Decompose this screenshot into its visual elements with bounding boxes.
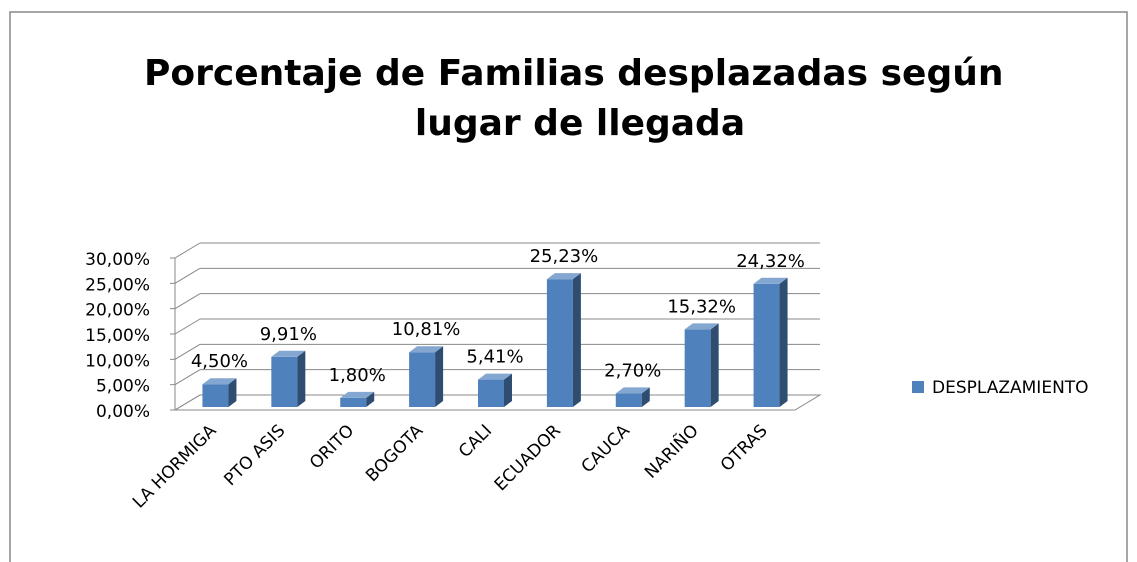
bar-front (202, 384, 229, 407)
bar-side (366, 391, 375, 407)
data-label: 2,70% (604, 360, 661, 381)
y-tick-label: 10,00% (85, 351, 150, 371)
data-label: 25,23% (530, 246, 599, 267)
x-tick-label: OTRAS (717, 421, 772, 476)
chart-frame (9, 11, 1128, 562)
bar (546, 273, 581, 407)
y-tick-label: 0,00% (96, 402, 150, 422)
bar-top (271, 350, 306, 357)
bar-front (684, 329, 711, 407)
bar (684, 323, 719, 407)
bar-side (710, 323, 719, 407)
bar (753, 277, 788, 407)
y-tick-label: 30,00% (85, 250, 150, 270)
legend-swatch (912, 381, 924, 393)
legend-label: DESPLAZAMIENTO (932, 378, 1089, 398)
bar (478, 373, 512, 407)
data-label: 5,41% (466, 347, 523, 368)
title-line: lugar de llegada (415, 103, 745, 144)
y-tick-label: 5,00% (96, 377, 150, 397)
grid-line (174, 318, 201, 335)
bar-top (753, 277, 788, 284)
grid-line (174, 394, 201, 411)
x-tick-label: NARIÑO (640, 420, 703, 483)
y-tick-label: 20,00% (85, 301, 150, 321)
grid-line (174, 267, 201, 284)
bar-side (228, 378, 237, 407)
data-label: 9,91% (260, 324, 317, 345)
grid-line (174, 343, 201, 360)
bar-side (641, 387, 650, 407)
bar-top (202, 378, 237, 385)
data-label: 10,81% (392, 319, 461, 340)
x-tick-label: ORITO (306, 421, 358, 473)
data-label: 4,50% (191, 351, 248, 372)
bar-front (271, 356, 298, 407)
x-tick-label: LA HORMIGA (129, 421, 221, 513)
chart-title: Porcentaje de Familias desplazadas según… (144, 53, 1016, 144)
grid-line (174, 293, 201, 310)
bar-top (340, 391, 375, 398)
bar (409, 346, 444, 407)
bar (340, 391, 375, 407)
data-label: 15,32% (667, 296, 736, 317)
bar-top (684, 323, 719, 330)
bar-front (546, 279, 573, 407)
bar (202, 378, 237, 407)
bar (271, 350, 306, 407)
data-label: 1,80% (329, 365, 386, 386)
bar-side (779, 277, 788, 407)
y-tick-label: 25,00% (85, 275, 150, 295)
bar-top (478, 373, 512, 380)
bar-side (297, 350, 306, 407)
grid-line (174, 369, 201, 386)
bar-top (409, 346, 444, 353)
y-tick-label: 15,00% (85, 326, 150, 346)
x-tick-label: PTO ASIS (220, 421, 289, 490)
grid-line (174, 242, 201, 259)
x-tick-label: BOGOTA (362, 421, 427, 486)
bar-side (504, 373, 512, 407)
bar-front (615, 393, 642, 407)
title-line: Porcentaje de Familias desplazadas según (144, 53, 1003, 94)
bar (615, 387, 650, 407)
x-tick-label: ECUADOR (491, 421, 565, 495)
bar-front (753, 283, 780, 407)
x-tick-label: CAUCA (578, 421, 634, 477)
bar-side (572, 273, 581, 407)
bar-top (546, 273, 581, 280)
bar-side (435, 346, 444, 407)
x-tick-label: CALI (455, 421, 496, 462)
bar-front (409, 352, 436, 407)
bar-front (340, 397, 367, 407)
data-label: 24,32% (736, 251, 805, 272)
bar-front (478, 379, 504, 407)
bar-top (615, 387, 650, 394)
